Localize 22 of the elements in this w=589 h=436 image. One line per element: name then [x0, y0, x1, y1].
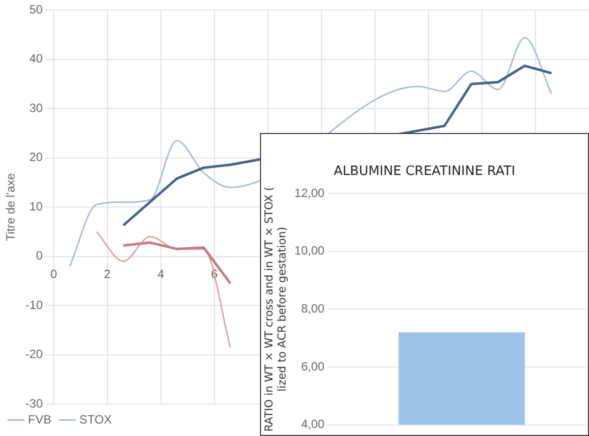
x-tick-label: 4	[157, 266, 164, 281]
y-tick-label: 10	[29, 199, 44, 214]
y-tick-label: 20	[29, 150, 44, 164]
x-tick-label: 0	[50, 266, 58, 281]
y-tick-label: 8,00	[301, 302, 325, 316]
chart-title: ALBUMINE CREATININE RATI	[334, 164, 516, 180]
y-tick-label: 50	[29, 2, 44, 17]
legend-label: STOX	[79, 412, 112, 426]
y-tick-label: -20	[25, 347, 44, 362]
y-tick-label: -30	[25, 396, 44, 410]
y-tick-label: 6,00	[301, 359, 325, 374]
y-tick-label: 12,00	[294, 186, 325, 200]
y-tick-label: 40	[29, 52, 44, 66]
y-tick-label: 4,00	[301, 417, 325, 432]
legend-label: FVB	[28, 412, 52, 426]
y-tick-label: -10	[25, 298, 44, 312]
y-tick-label: 10,00	[294, 244, 325, 258]
y-axis-title: Titre de l'axe	[4, 172, 18, 242]
y-tick-label: 30	[29, 100, 44, 115]
y-axis-title: RATIO in WT × WT cross and in WT × STOX ( lized to ACR before gestation)	[262, 186, 289, 432]
x-tick-label: 2	[104, 266, 111, 281]
y-tick-label: 0	[36, 248, 44, 263]
